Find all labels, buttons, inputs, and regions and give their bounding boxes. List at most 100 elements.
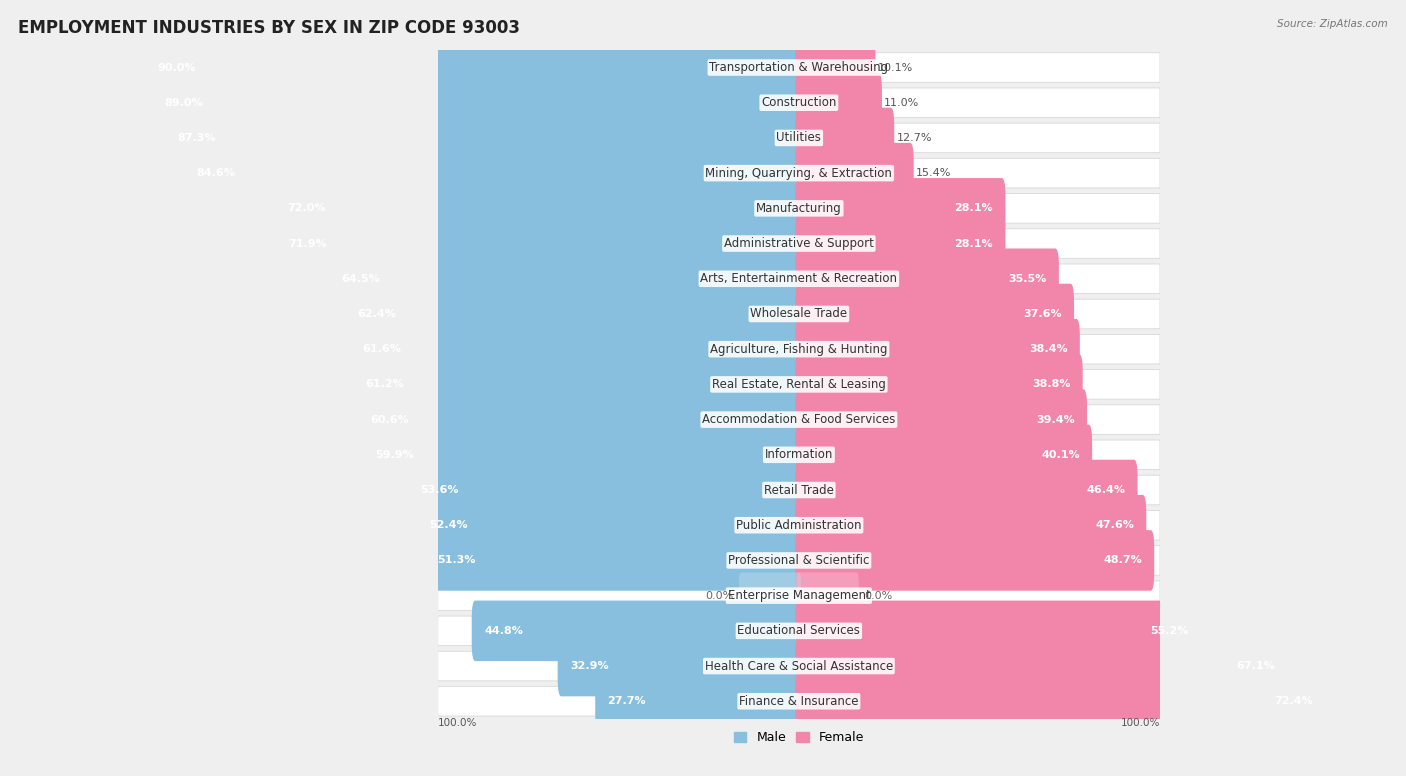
FancyBboxPatch shape — [437, 229, 1160, 258]
FancyBboxPatch shape — [558, 636, 803, 696]
FancyBboxPatch shape — [363, 424, 803, 485]
Text: Arts, Entertainment & Recreation: Arts, Entertainment & Recreation — [700, 272, 897, 286]
Text: Manufacturing: Manufacturing — [756, 202, 842, 215]
FancyBboxPatch shape — [472, 601, 803, 661]
FancyBboxPatch shape — [425, 530, 803, 591]
Text: Source: ZipAtlas.com: Source: ZipAtlas.com — [1277, 19, 1388, 29]
Text: 61.6%: 61.6% — [363, 345, 402, 354]
FancyBboxPatch shape — [796, 37, 876, 98]
Text: 37.6%: 37.6% — [1024, 309, 1062, 319]
Text: 15.4%: 15.4% — [915, 168, 952, 178]
FancyBboxPatch shape — [796, 319, 1080, 379]
FancyBboxPatch shape — [796, 178, 1005, 239]
FancyBboxPatch shape — [796, 108, 894, 168]
Text: 46.4%: 46.4% — [1087, 485, 1125, 495]
FancyBboxPatch shape — [437, 264, 1160, 293]
FancyBboxPatch shape — [152, 72, 803, 133]
Text: 10.1%: 10.1% — [877, 63, 912, 72]
FancyBboxPatch shape — [796, 424, 1092, 485]
Text: 39.4%: 39.4% — [1036, 414, 1074, 424]
FancyBboxPatch shape — [796, 213, 1005, 274]
Text: 100.0%: 100.0% — [437, 718, 477, 728]
Text: 0.0%: 0.0% — [706, 591, 734, 601]
Text: 67.1%: 67.1% — [1236, 661, 1275, 671]
FancyBboxPatch shape — [437, 193, 1160, 223]
FancyBboxPatch shape — [357, 390, 803, 450]
Text: 38.8%: 38.8% — [1032, 379, 1070, 390]
FancyBboxPatch shape — [437, 616, 1160, 646]
Text: 11.0%: 11.0% — [884, 98, 920, 108]
Text: 71.9%: 71.9% — [288, 238, 328, 248]
Text: Mining, Quarrying, & Extraction: Mining, Quarrying, & Extraction — [706, 167, 893, 180]
FancyBboxPatch shape — [145, 37, 803, 98]
FancyBboxPatch shape — [276, 213, 803, 274]
FancyBboxPatch shape — [344, 284, 803, 345]
FancyBboxPatch shape — [796, 284, 1074, 345]
Text: Real Estate, Rental & Leasing: Real Estate, Rental & Leasing — [711, 378, 886, 391]
FancyBboxPatch shape — [437, 581, 1160, 611]
FancyBboxPatch shape — [165, 108, 803, 168]
Text: 72.4%: 72.4% — [1274, 696, 1313, 706]
Text: 100.0%: 100.0% — [1121, 718, 1160, 728]
FancyBboxPatch shape — [797, 573, 859, 619]
FancyBboxPatch shape — [276, 178, 803, 239]
Text: Transportation & Warehousing: Transportation & Warehousing — [709, 61, 889, 74]
FancyBboxPatch shape — [437, 158, 1160, 188]
FancyBboxPatch shape — [796, 72, 882, 133]
FancyBboxPatch shape — [796, 248, 1059, 309]
Text: 32.9%: 32.9% — [569, 661, 609, 671]
Text: 72.0%: 72.0% — [288, 203, 326, 213]
FancyBboxPatch shape — [796, 601, 1201, 661]
FancyBboxPatch shape — [437, 651, 1160, 681]
Text: 87.3%: 87.3% — [177, 133, 215, 143]
FancyBboxPatch shape — [437, 123, 1160, 153]
FancyBboxPatch shape — [437, 300, 1160, 329]
Text: 64.5%: 64.5% — [342, 274, 381, 284]
Text: 47.6%: 47.6% — [1095, 520, 1135, 530]
FancyBboxPatch shape — [437, 334, 1160, 364]
Text: Finance & Insurance: Finance & Insurance — [740, 695, 859, 708]
Text: 28.1%: 28.1% — [955, 238, 993, 248]
FancyBboxPatch shape — [350, 319, 803, 379]
Text: 35.5%: 35.5% — [1008, 274, 1046, 284]
Text: 44.8%: 44.8% — [484, 626, 523, 636]
Text: Construction: Construction — [761, 96, 837, 109]
FancyBboxPatch shape — [329, 248, 803, 309]
Text: 52.4%: 52.4% — [429, 520, 468, 530]
Text: 61.2%: 61.2% — [366, 379, 405, 390]
Text: 27.7%: 27.7% — [607, 696, 647, 706]
FancyBboxPatch shape — [437, 687, 1160, 716]
FancyBboxPatch shape — [437, 546, 1160, 575]
Text: Retail Trade: Retail Trade — [763, 483, 834, 497]
FancyBboxPatch shape — [796, 459, 1137, 520]
FancyBboxPatch shape — [796, 143, 914, 203]
Text: 90.0%: 90.0% — [157, 63, 195, 72]
Text: 28.1%: 28.1% — [955, 203, 993, 213]
Text: Professional & Scientific: Professional & Scientific — [728, 554, 869, 567]
FancyBboxPatch shape — [796, 495, 1146, 556]
FancyBboxPatch shape — [796, 636, 1286, 696]
Text: 84.6%: 84.6% — [197, 168, 235, 178]
Text: 48.7%: 48.7% — [1104, 556, 1142, 566]
FancyBboxPatch shape — [437, 53, 1160, 82]
Text: 59.9%: 59.9% — [375, 450, 413, 460]
FancyBboxPatch shape — [437, 475, 1160, 505]
Text: 0.0%: 0.0% — [863, 591, 893, 601]
FancyBboxPatch shape — [796, 390, 1087, 450]
Text: Wholesale Trade: Wholesale Trade — [751, 307, 848, 320]
Text: 55.2%: 55.2% — [1150, 626, 1189, 636]
Text: 40.1%: 40.1% — [1042, 450, 1080, 460]
Text: EMPLOYMENT INDUSTRIES BY SEX IN ZIP CODE 93003: EMPLOYMENT INDUSTRIES BY SEX IN ZIP CODE… — [18, 19, 520, 37]
FancyBboxPatch shape — [796, 671, 1326, 732]
FancyBboxPatch shape — [184, 143, 803, 203]
FancyBboxPatch shape — [740, 573, 801, 619]
Text: 60.6%: 60.6% — [370, 414, 409, 424]
FancyBboxPatch shape — [416, 495, 803, 556]
Text: Enterprise Management: Enterprise Management — [727, 589, 870, 602]
Text: Administrative & Support: Administrative & Support — [724, 237, 873, 250]
Text: 89.0%: 89.0% — [165, 98, 204, 108]
FancyBboxPatch shape — [595, 671, 803, 732]
FancyBboxPatch shape — [437, 369, 1160, 399]
Text: Educational Services: Educational Services — [738, 625, 860, 637]
FancyBboxPatch shape — [796, 354, 1083, 414]
